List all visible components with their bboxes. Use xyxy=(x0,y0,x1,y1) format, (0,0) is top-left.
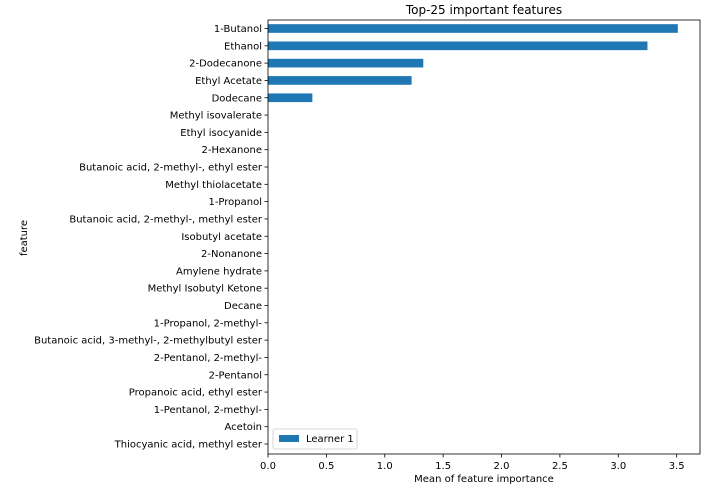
x-tick-label: 3.0 xyxy=(610,461,626,472)
y-tick-label: Butanoic acid, 2-methyl-, ethyl ester xyxy=(79,163,263,174)
y-tick-label: Butanoic acid, 2-methyl-, methyl ester xyxy=(69,214,263,225)
y-tick-label: 1-Butanol xyxy=(214,24,262,35)
y-tick-label: Ethyl isocyanide xyxy=(180,128,262,139)
bar xyxy=(268,93,313,103)
y-tick-label: 2-Pentanol, 2-methyl- xyxy=(154,353,263,364)
y-tick-label: Decane xyxy=(224,301,262,312)
legend-swatch xyxy=(279,435,299,442)
x-tick-label: 2.0 xyxy=(494,461,510,472)
x-tick-label: 3.5 xyxy=(669,461,685,472)
bar xyxy=(268,76,412,85)
y-tick-label: 1-Propanol xyxy=(208,197,262,208)
y-tick-label: Methyl thiolacetate xyxy=(165,180,262,191)
y-tick-label: Methyl isovalerate xyxy=(170,111,262,122)
chart-title: Top-25 important features xyxy=(405,3,562,17)
x-tick-label: 2.5 xyxy=(552,461,568,472)
y-tick-label: Isobutyl acetate xyxy=(181,232,262,243)
y-tick-label: Propanoic acid, ethyl ester xyxy=(129,388,263,399)
y-tick-label: Dodecane xyxy=(212,93,262,104)
x-tick-label: 0.5 xyxy=(318,461,334,472)
bars-group xyxy=(268,24,678,103)
y-tick-label: Butanoic acid, 3-methyl-, 2-methylbutyl … xyxy=(34,336,263,347)
x-axis-label: Mean of feature importance xyxy=(414,474,554,485)
y-tick-label: 2-Pentanol xyxy=(209,370,262,381)
y-tick-label: 1-Pentanol, 2-methyl- xyxy=(154,405,263,416)
y-tick-label: Amylene hydrate xyxy=(176,266,262,277)
y-tick-label: Ethanol xyxy=(224,41,262,52)
y-tick-label: 1-Propanol, 2-methyl- xyxy=(154,318,263,329)
legend-box xyxy=(272,428,358,450)
x-tick-label: 0.0 xyxy=(260,461,276,472)
legend: Learner 1 xyxy=(272,428,358,450)
y-tick-label: Acetoin xyxy=(225,422,262,433)
x-tick-label: 1.5 xyxy=(435,461,451,472)
y-tick-label: 2-Dodecanone xyxy=(189,59,262,70)
bar xyxy=(268,41,648,51)
legend-label: Learner 1 xyxy=(306,434,354,445)
y-tick-label: Methyl Isobutyl Ketone xyxy=(148,284,262,295)
y-tick-label: 2-Hexanone xyxy=(202,145,262,156)
bar xyxy=(268,24,678,33)
bar xyxy=(268,58,424,68)
plot-frame xyxy=(267,19,701,455)
y-axis-label: feature xyxy=(19,220,30,256)
x-ticks-group: 0.0 0.5 1.0 1.5 2.0 2.5 3.0 3.5 xyxy=(260,454,685,472)
y-tick-label: Thiocyanic acid, methyl ester xyxy=(114,440,263,451)
x-tick-label: 1.0 xyxy=(377,461,393,472)
y-ticks-group: 1-Butanol Ethanol 2-Dodecanone Ethyl Acetat… xyxy=(34,24,268,451)
y-tick-label: Ethyl Acetate xyxy=(195,76,262,87)
y-tick-label: 2-Nonanone xyxy=(201,249,262,260)
